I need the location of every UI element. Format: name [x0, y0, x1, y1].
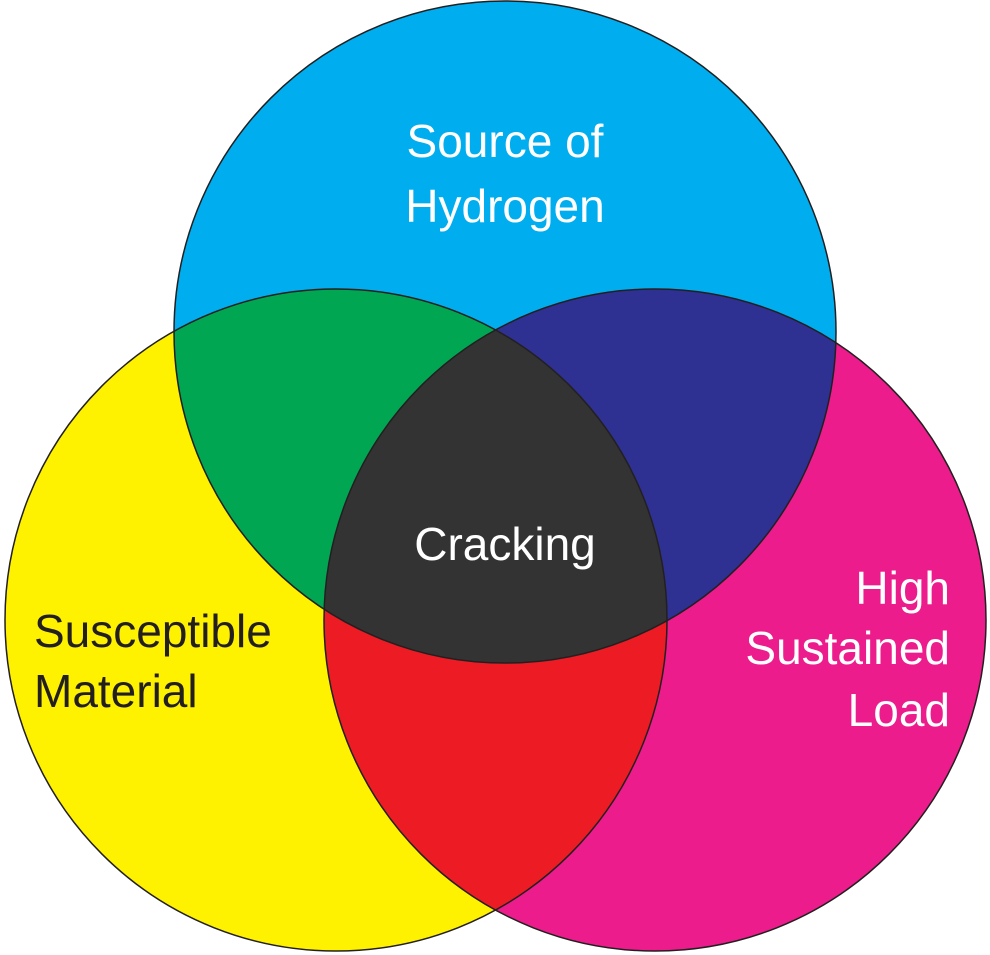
set-label: Material [34, 665, 198, 717]
set-label: Source of [407, 115, 604, 167]
circle-outline [323, 288, 987, 952]
center-overlap [324, 289, 667, 663]
circle-outline [4, 288, 668, 952]
set-label: Load [848, 684, 950, 736]
set-label: High [855, 562, 950, 614]
set-label: Hydrogen [405, 180, 604, 232]
set-label: Susceptible [34, 605, 272, 657]
set-label: Sustained [745, 622, 950, 674]
center-label: Cracking [414, 518, 596, 570]
